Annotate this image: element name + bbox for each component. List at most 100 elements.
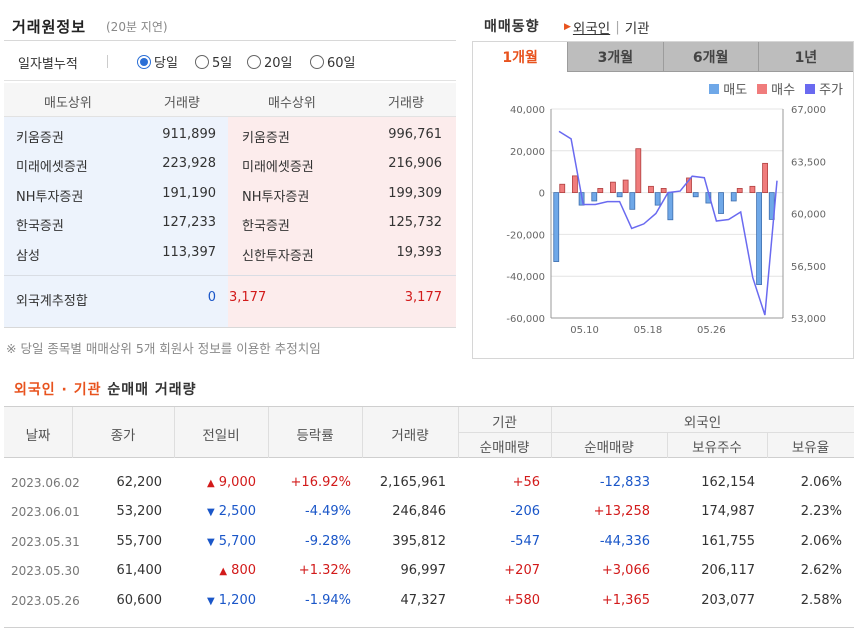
change-value: 5,700 <box>218 534 256 549</box>
buy-broker: 키움증권 <box>242 131 290 146</box>
sell-bar <box>667 192 674 221</box>
foreign-buy-total: 3,177 <box>404 290 442 305</box>
chart-legend: 매도 매수 주가 <box>699 79 843 98</box>
divider <box>174 407 175 458</box>
net-trading-title: 외국인 · 기관 순매매 거래량 <box>14 379 197 399</box>
radio-label: 20일 <box>264 56 293 71</box>
sell-broker: 미래에셋증권 <box>16 160 88 175</box>
close-price: 61,400 <box>116 563 163 578</box>
change-rate: -9.28% <box>305 534 351 549</box>
header-sell-volume: 거래량 <box>164 96 200 111</box>
sell-broker: 키움증권 <box>16 131 64 146</box>
trade-row: NH투자증권 191,190 NH투자증권 199,309 <box>4 181 456 210</box>
foreign-holding-ratio: 2.23% <box>800 504 842 519</box>
tab-3month[interactable]: 3개월 <box>567 42 663 72</box>
buy-bar <box>762 162 768 193</box>
radio-label: 60일 <box>327 56 356 71</box>
trade-row: 키움증권 911,899 키움증권 996,761 <box>4 122 456 151</box>
table-row: 2023.05.26 60,600 ▼ 1,200 -1.94% 47,327 +580 +… <box>4 587 854 616</box>
foreign-net: +3,066 <box>601 563 650 578</box>
left-tick-label: 40,000 <box>510 105 545 116</box>
table-row: 2023.06.01 53,200 ▼ 2,500 -4.49% 246,846 -206… <box>4 498 854 527</box>
estimate-note: ※ 당일 종목별 매매상위 5개 회원사 정보를 이용한 추정치임 <box>6 341 321 356</box>
divider <box>4 327 456 328</box>
chart-plot: 40,000 20,000 0 -20,000 -40,000 -60,000 67,000… <box>506 105 826 336</box>
date: 2023.05.30 <box>11 564 80 578</box>
triangle-up-icon: ▲ <box>219 566 228 577</box>
buy-bar <box>660 188 667 193</box>
buy-volume: 19,393 <box>396 245 443 260</box>
left-tick-label: 0 <box>539 189 545 200</box>
period-radio-20d[interactable]: 20일 <box>247 52 293 71</box>
triangle-down-icon: ▼ <box>206 596 215 607</box>
trade-info-title: 거래원정보 <box>12 18 87 36</box>
period-radio-today[interactable]: 당일 <box>137 52 178 71</box>
buy-bar <box>610 181 616 193</box>
foreign-holdings: 161,755 <box>701 534 755 549</box>
right-tick-label: 63,500 <box>791 157 826 168</box>
triangle-right-icon: ▶ <box>564 22 571 32</box>
change-value: 1,200 <box>218 593 256 608</box>
tab-1month[interactable]: 1개월 <box>473 42 568 72</box>
buy-bar <box>686 177 692 194</box>
buy-broker: 한국증권 <box>242 219 290 234</box>
tab-institution[interactable]: 기관 <box>624 21 650 37</box>
legend-label: 매도 <box>723 83 748 98</box>
tab-6month[interactable]: 6개월 <box>662 42 758 72</box>
header-close: 종가 <box>110 428 136 444</box>
trade-table-header: 매도상위 거래량 매수상위 거래량 <box>4 83 456 117</box>
buy-broker: NH투자증권 <box>242 190 310 205</box>
buy-volume: 996,761 <box>388 127 442 142</box>
trade-row: 한국증권 127,233 한국증권 125,732 <box>4 210 456 239</box>
divider <box>72 407 73 458</box>
x-tick-label: 05.26 <box>697 325 726 336</box>
legend-label: 주가 <box>819 83 843 98</box>
header-buy-volume: 거래량 <box>388 96 424 111</box>
period-tabs: 1개월 3개월 6개월 1년 <box>473 42 853 72</box>
divider <box>4 627 854 628</box>
buy-bar <box>749 185 756 194</box>
trend-title: 매매동향 <box>484 19 540 35</box>
foreign-net: -12,833 <box>599 475 650 490</box>
sell-bar <box>730 192 737 202</box>
header-inst-net: 순매매량 <box>479 440 530 456</box>
radio-label: 당일 <box>154 56 178 71</box>
radio-icon <box>310 54 324 69</box>
x-tick-label: 05.18 <box>634 325 663 336</box>
buy-volume: 216,906 <box>388 156 442 171</box>
change-rate: -1.94% <box>305 593 351 608</box>
legend-label: 매수 <box>771 83 796 98</box>
sell-bar <box>654 192 661 206</box>
foreign-holding-ratio: 2.58% <box>800 593 842 608</box>
sell-block <box>4 117 228 327</box>
period-radio-60d[interactable]: 60일 <box>310 52 356 71</box>
radio-icon <box>247 54 261 69</box>
foreign-holdings: 174,987 <box>701 504 755 519</box>
foreign-holdings: 162,154 <box>701 475 755 490</box>
table-row: 2023.05.30 61,400 ▲ 800 +1.32% 96,997 +207 +3,… <box>4 557 854 586</box>
price-change: ▼ 5,700 <box>174 534 256 549</box>
tab-foreign[interactable]: 외국인 <box>572 21 611 37</box>
foreign-net: +13,258 <box>593 504 650 519</box>
change-value: 9,000 <box>218 475 256 490</box>
buy-bar <box>736 188 743 193</box>
divider <box>268 407 269 458</box>
left-tick-label: -20,000 <box>506 230 545 241</box>
close-price: 53,200 <box>116 504 163 519</box>
tab-1year[interactable]: 1년 <box>757 42 853 72</box>
institution-net: -547 <box>510 534 540 549</box>
close-price: 60,600 <box>116 593 163 608</box>
foreign-label: 외국계추정합 <box>16 294 88 309</box>
sell-volume: 127,233 <box>162 215 216 230</box>
institution-net: +207 <box>504 563 540 578</box>
foreign-holding-ratio: 2.06% <box>800 475 842 490</box>
sell-volume: 911,899 <box>162 127 216 142</box>
foreign-net: 3,177 <box>229 290 267 305</box>
period-radio-5d[interactable]: 5일 <box>195 52 232 71</box>
sell-bar <box>629 192 636 210</box>
left-tick-label: -40,000 <box>506 272 545 283</box>
divider <box>107 55 108 68</box>
volume: 395,812 <box>392 534 446 549</box>
institution-net: +580 <box>504 593 540 608</box>
right-tick-label: 56,500 <box>791 262 826 273</box>
